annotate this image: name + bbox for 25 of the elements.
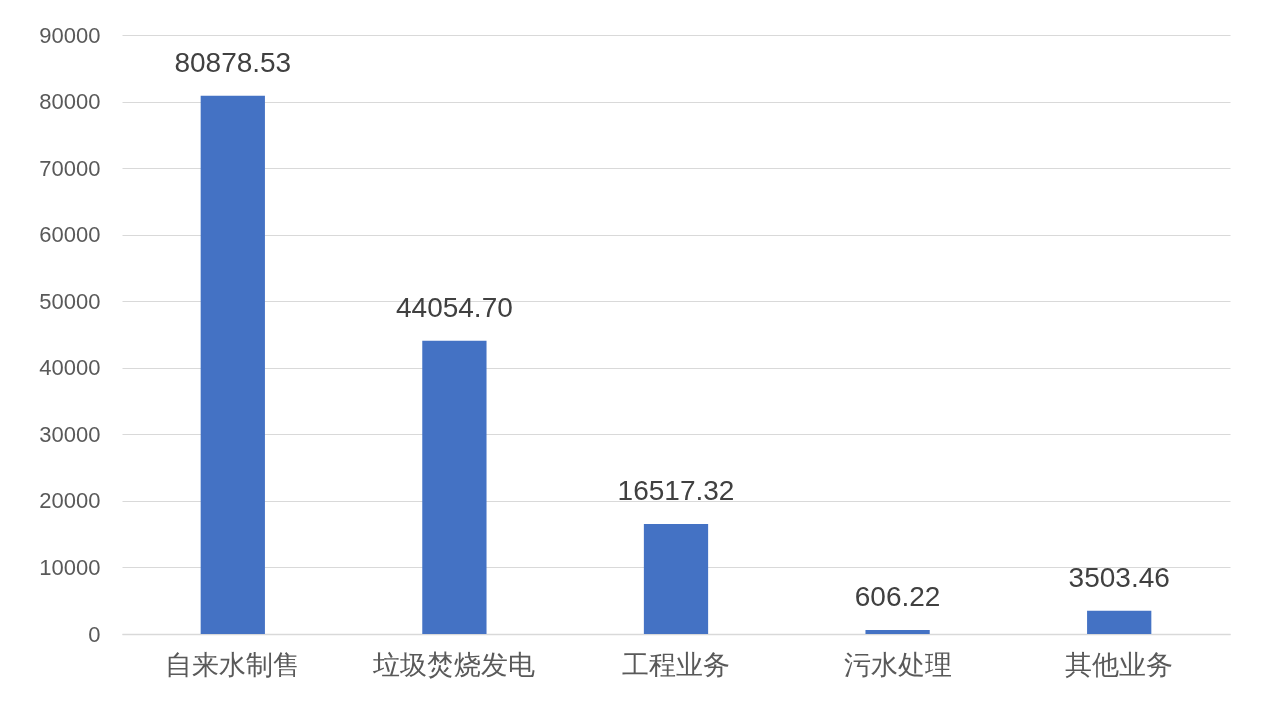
data-label: 80878.53	[174, 46, 292, 78]
y-tick-label: 60000	[39, 222, 101, 248]
x-tick-label: 垃圾焚烧发电	[372, 649, 536, 680]
data-label: 44054.70	[396, 291, 513, 323]
bar	[422, 340, 487, 634]
x-tick-label: 工程业务	[622, 649, 730, 680]
y-tick-label: 20000	[39, 488, 101, 514]
y-tick-label: 40000	[39, 355, 101, 381]
y-tick-label: 10000	[39, 554, 101, 580]
y-tick-label: 50000	[39, 288, 101, 314]
y-tick-label: 0	[88, 621, 101, 647]
y-tick-label: 30000	[39, 421, 101, 447]
bar	[1087, 610, 1152, 634]
x-tick-label: 自来水制售	[165, 649, 301, 680]
x-tick-label: 污水处理	[843, 649, 952, 680]
bar	[200, 95, 265, 634]
y-tick-label: 80000	[39, 89, 101, 115]
y-tick-label: 90000	[39, 22, 101, 48]
y-tick-label: 70000	[39, 155, 101, 181]
bar	[643, 524, 709, 634]
data-label: 606.22	[854, 580, 941, 612]
x-tick-label: 其他业务	[1065, 649, 1174, 680]
data-label: 3503.46	[1068, 561, 1170, 593]
bar	[865, 629, 930, 634]
data-label: 16517.32	[617, 475, 735, 507]
